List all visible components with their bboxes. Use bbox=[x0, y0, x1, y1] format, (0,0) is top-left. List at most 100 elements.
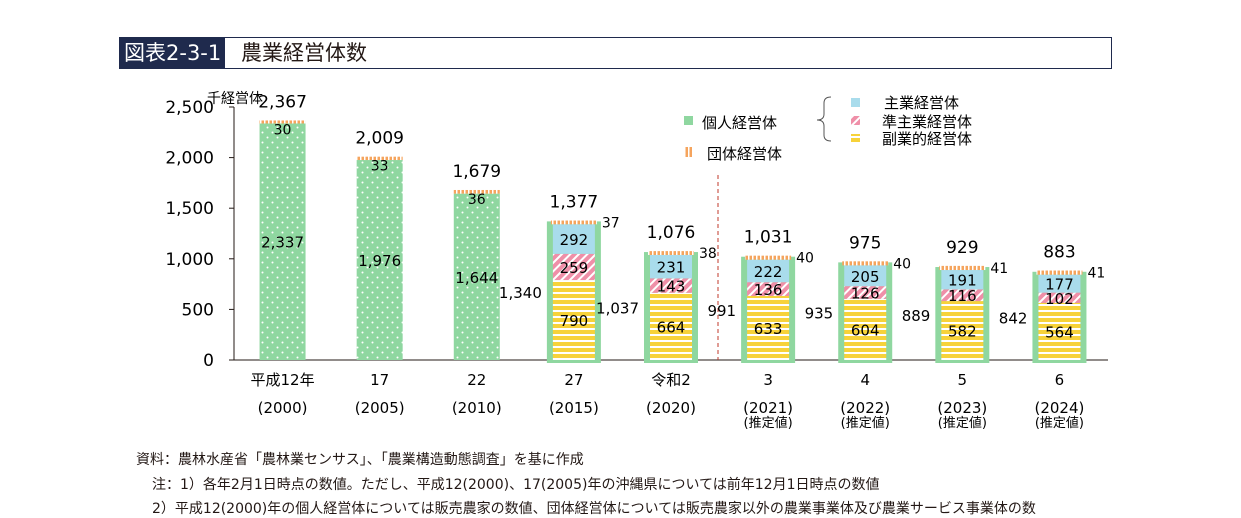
bar-dantai-label: 36 bbox=[468, 192, 486, 208]
x-tick-year: (2020) bbox=[646, 399, 696, 417]
bar-dantai bbox=[550, 220, 597, 225]
bar-fukugyo bbox=[844, 298, 887, 360]
y-tick-label: 500 bbox=[182, 300, 214, 320]
bar-kojin bbox=[453, 193, 500, 360]
bar-fukugyo-label: 582 bbox=[948, 323, 977, 341]
kojin-total-label: 1,340 bbox=[499, 284, 542, 302]
bar-fukugyo-label: 564 bbox=[1045, 323, 1074, 341]
bar-junshugyo bbox=[1038, 292, 1081, 303]
x-tick-year: (2000) bbox=[258, 399, 308, 417]
bar-shugyo bbox=[1038, 274, 1081, 293]
bar-junshugyo bbox=[650, 278, 692, 293]
bar-dantai bbox=[453, 189, 500, 194]
figure-id: 図表2-3-1 bbox=[120, 38, 226, 68]
footnote-1: 注：1）各年2月1日時点の数値。ただし、平成12(2000)、17(2005)年… bbox=[152, 477, 880, 493]
bar-dantai-label: 40 bbox=[893, 256, 911, 272]
bar-dantai-label: 41 bbox=[990, 261, 1008, 277]
bar-junshugyo-label: 259 bbox=[560, 259, 589, 277]
y-tick-label: 1,000 bbox=[165, 250, 214, 270]
bar-dantai-label: 30 bbox=[274, 122, 292, 138]
bar-total-label: 975 bbox=[849, 233, 881, 253]
kojin-total-label: 991 bbox=[707, 302, 736, 320]
bar-fukugyo-label: 664 bbox=[657, 318, 686, 336]
bar-shugyo-label: 222 bbox=[754, 263, 783, 281]
bar-kojin bbox=[356, 160, 403, 360]
bar-dantai-label: 40 bbox=[796, 251, 814, 267]
legend-fukugyo-label: 副業的経営体 bbox=[882, 130, 972, 148]
x-tick-label: 22 bbox=[467, 371, 486, 389]
bar-total-label: 1,679 bbox=[452, 162, 501, 182]
legend-dantai-label: 団体経営体 bbox=[707, 145, 782, 163]
legend-dantai-swatch bbox=[684, 147, 693, 157]
bar-total-label: 1,076 bbox=[647, 223, 696, 243]
bar-dantai-label: 37 bbox=[602, 216, 620, 232]
x-tick-note: (推定値) bbox=[744, 415, 793, 431]
bar-junshugyo bbox=[941, 289, 984, 302]
bar-fukugyo bbox=[747, 295, 790, 360]
bar-junshugyo bbox=[747, 282, 790, 296]
x-tick-year: (2015) bbox=[549, 399, 599, 417]
bar-dantai bbox=[842, 261, 889, 266]
legend-junshugyo-swatch bbox=[851, 116, 860, 125]
x-tick-note: (推定値) bbox=[841, 415, 890, 431]
legend-shugyo-swatch bbox=[851, 98, 860, 107]
figure-title: 農業経営体数 bbox=[241, 41, 367, 65]
legend-shugyo-label: 主業経営体 bbox=[884, 94, 959, 112]
y-unit-label: 千経営体 bbox=[207, 91, 263, 107]
kojin-total-label: 935 bbox=[805, 305, 834, 323]
legend-kojin-label: 個人経営体 bbox=[702, 114, 777, 132]
bar-dantai bbox=[259, 120, 306, 124]
kojin-total-label: 889 bbox=[902, 307, 931, 325]
bar-dantai-label: 41 bbox=[1087, 266, 1105, 282]
bar-fukugyo bbox=[941, 301, 984, 360]
source-note: 資料：農林水産省「農林業センサス」、「農業構造動態調査」を基に作成 bbox=[136, 452, 584, 468]
bar-fukugyo-label: 633 bbox=[754, 320, 783, 338]
bar-total-label: 929 bbox=[946, 238, 978, 258]
x-tick-label: 令和2 bbox=[651, 371, 691, 389]
bar-shugyo-label: 191 bbox=[948, 272, 977, 290]
bar-dantai-label: 38 bbox=[699, 246, 717, 262]
y-tick-label: 0 bbox=[203, 351, 214, 371]
bar-total-label: 2,009 bbox=[355, 129, 404, 149]
bar-shugyo-label: 177 bbox=[1045, 276, 1074, 294]
bar-shugyo bbox=[747, 259, 790, 283]
x-tick-label: 3 bbox=[763, 371, 773, 389]
bar-kojin-label: 1,976 bbox=[358, 252, 401, 270]
x-tick-year: (2010) bbox=[452, 399, 502, 417]
bar-total-label: 883 bbox=[1043, 243, 1075, 263]
bar-shugyo bbox=[941, 270, 984, 290]
x-tick-label: 4 bbox=[860, 371, 870, 389]
bar-junshugyo bbox=[844, 286, 887, 299]
x-tick-label: 平成12年 bbox=[251, 371, 315, 389]
bar-fukugyo bbox=[1038, 302, 1081, 360]
legend-junshugyo-label: 準主業経営体 bbox=[882, 113, 972, 131]
x-tick-year: (2021) bbox=[743, 399, 793, 417]
x-tick-year: (2024) bbox=[1034, 399, 1084, 417]
bar-dantai bbox=[1036, 270, 1083, 275]
x-tick-label: 17 bbox=[370, 371, 389, 389]
bar-shugyo-label: 231 bbox=[657, 259, 686, 277]
bar-dantai bbox=[939, 265, 986, 271]
bar-fukugyo bbox=[650, 292, 692, 360]
x-tick-label: 27 bbox=[564, 371, 583, 389]
x-tick-year: (2022) bbox=[840, 399, 890, 417]
bar-dantai bbox=[745, 255, 792, 260]
y-tick-label: 1,500 bbox=[165, 199, 214, 219]
legend-fukugyo-swatch bbox=[851, 134, 860, 142]
bar-junshugyo-label: 116 bbox=[948, 287, 977, 305]
legend-kojin-swatch bbox=[684, 116, 693, 125]
bar-shugyo bbox=[552, 224, 595, 254]
bar-kojin-label: 2,337 bbox=[261, 234, 304, 252]
bar-total-label: 1,377 bbox=[550, 193, 599, 213]
bar-junshugyo-label: 126 bbox=[851, 284, 880, 302]
bar-shugyo-label: 292 bbox=[560, 231, 589, 249]
footnote-2: 2）平成12(2000)年の個人経営体については販売農家の数値、団体経営体につい… bbox=[152, 501, 1036, 517]
bar-total-label: 1,031 bbox=[744, 228, 793, 248]
bar-shugyo bbox=[844, 265, 887, 287]
bar-junshugyo-label: 136 bbox=[754, 281, 783, 299]
bar-fukugyo-label: 790 bbox=[560, 312, 589, 330]
x-tick-year: (2005) bbox=[355, 399, 405, 417]
bar-junshugyo-label: 102 bbox=[1045, 290, 1074, 308]
bar-kojin bbox=[259, 123, 306, 360]
